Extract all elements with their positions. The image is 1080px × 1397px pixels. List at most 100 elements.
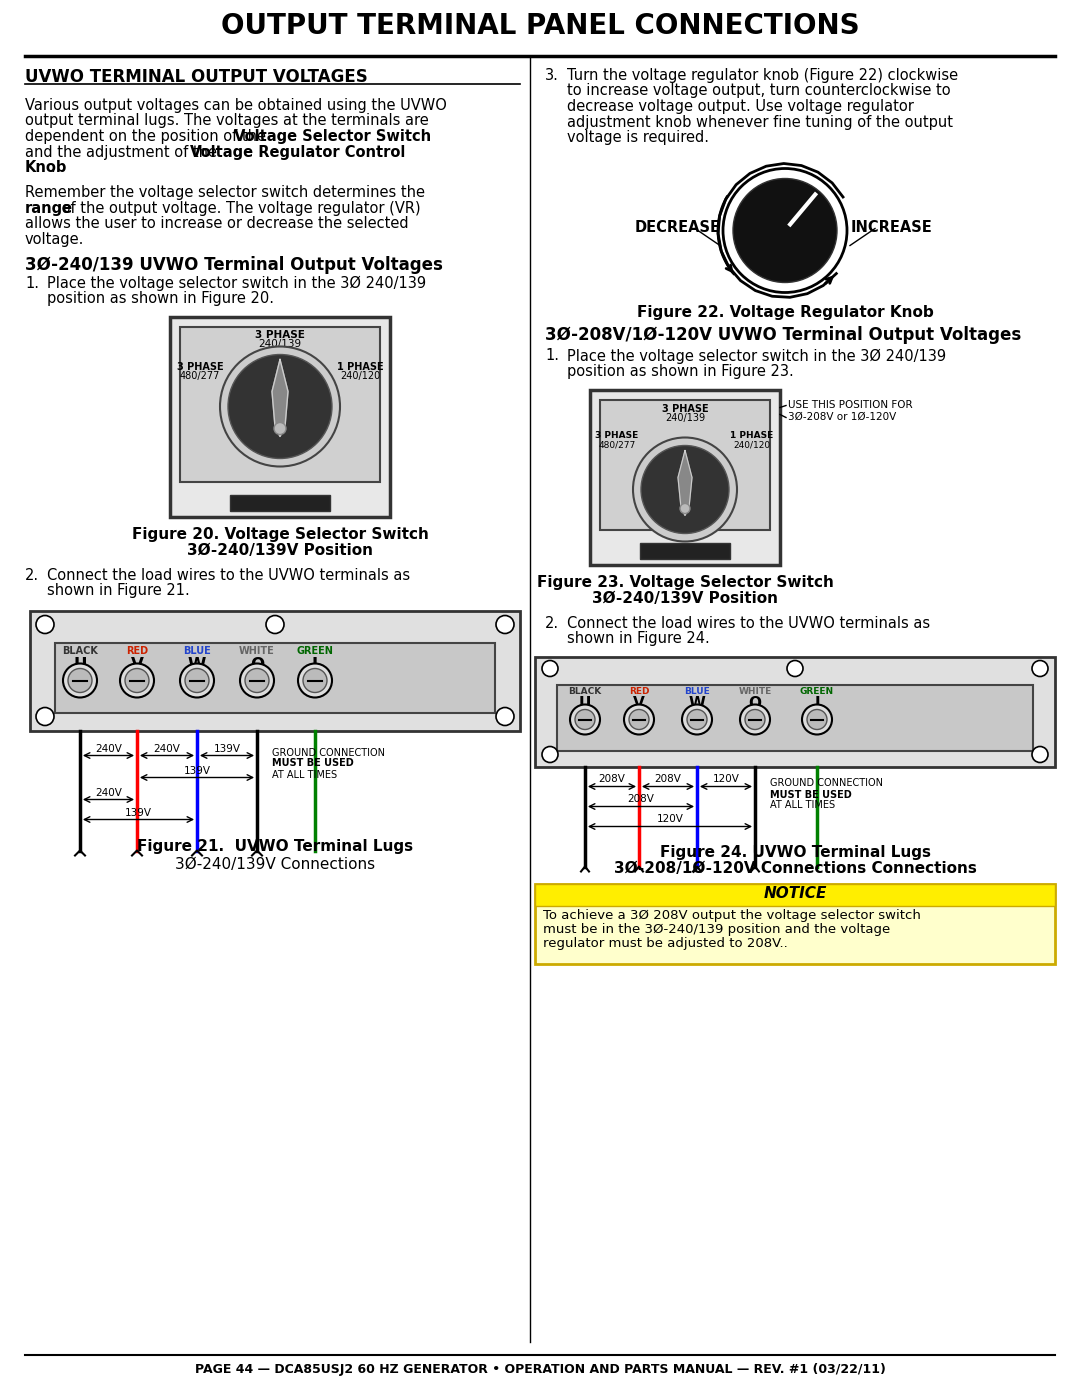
Circle shape: [220, 346, 340, 467]
Circle shape: [745, 710, 765, 729]
Circle shape: [575, 710, 595, 729]
Text: BLACK: BLACK: [62, 645, 98, 655]
Circle shape: [802, 704, 832, 735]
Text: allows the user to increase or decrease the selected: allows the user to increase or decrease …: [25, 217, 408, 232]
Text: dependent on the position of the: dependent on the position of the: [25, 129, 271, 144]
Text: PRESS TO LOCK: PRESS TO LOCK: [243, 496, 316, 506]
Text: 139V: 139V: [125, 807, 152, 817]
Text: To achieve a 3Ø 208V output the voltage selector switch: To achieve a 3Ø 208V output the voltage …: [543, 909, 921, 922]
Text: 1 PHASE: 1 PHASE: [730, 432, 773, 440]
Circle shape: [125, 669, 149, 693]
Text: W: W: [689, 697, 705, 711]
Text: RED: RED: [126, 645, 148, 655]
Text: Place the voltage selector switch in the 3Ø 240/139: Place the voltage selector switch in the…: [48, 275, 427, 291]
Circle shape: [180, 664, 214, 697]
Circle shape: [723, 169, 847, 292]
Text: 1.: 1.: [25, 275, 39, 291]
Text: and the adjustment of the: and the adjustment of the: [25, 144, 221, 159]
Text: Connect the load wires to the UVWO terminals as: Connect the load wires to the UVWO termi…: [48, 567, 410, 583]
Text: Remember the voltage selector switch determines the: Remember the voltage selector switch det…: [25, 186, 426, 201]
Text: WHITE: WHITE: [739, 687, 771, 697]
Circle shape: [266, 616, 284, 633]
Text: PAGE 44 — DCA85USJ2 60 HZ GENERATOR • OPERATION AND PARTS MANUAL — REV. #1 (03/2: PAGE 44 — DCA85USJ2 60 HZ GENERATOR • OP…: [194, 1363, 886, 1376]
Text: 139V: 139V: [184, 766, 211, 775]
Text: USE THIS POSITION FOR: USE THIS POSITION FOR: [788, 400, 913, 409]
Text: I: I: [814, 697, 820, 711]
Circle shape: [1032, 746, 1048, 763]
Text: O: O: [748, 697, 761, 711]
Text: shown in Figure 24.: shown in Figure 24.: [567, 631, 710, 645]
Text: 2.: 2.: [545, 616, 559, 630]
Bar: [180, 327, 380, 482]
Text: AT ALL TIMES: AT ALL TIMES: [770, 800, 835, 810]
Bar: [55, 643, 495, 712]
Text: UVWO TERMINAL OUTPUT VOLTAGES: UVWO TERMINAL OUTPUT VOLTAGES: [25, 68, 368, 87]
Text: 139V: 139V: [214, 743, 241, 753]
Circle shape: [228, 355, 332, 458]
Text: 3Ø-240/139V Connections: 3Ø-240/139V Connections: [175, 856, 375, 872]
Text: Various output voltages can be obtained using the UVWO: Various output voltages can be obtained …: [25, 98, 447, 113]
Text: GREEN: GREEN: [297, 645, 334, 655]
Text: to increase voltage output, turn counterclockwise to: to increase voltage output, turn counter…: [567, 84, 950, 99]
Text: Turn the voltage regulator knob (Figure 22) clockwise: Turn the voltage regulator knob (Figure …: [567, 68, 958, 82]
Text: 3Ø-208V/1Ø-120V UVWO Terminal Output Voltages: 3Ø-208V/1Ø-120V UVWO Terminal Output Vol…: [545, 327, 1022, 345]
Text: 1.: 1.: [545, 348, 559, 363]
Text: decrease voltage output. Use voltage regulator: decrease voltage output. Use voltage reg…: [567, 99, 914, 115]
Text: 3 PHASE: 3 PHASE: [595, 432, 638, 440]
Text: voltage.: voltage.: [25, 232, 84, 247]
Text: Figure 20. Voltage Selector Switch: Figure 20. Voltage Selector Switch: [132, 527, 429, 542]
Text: 240/139: 240/139: [258, 339, 301, 349]
Text: 1 PHASE: 1 PHASE: [337, 362, 383, 372]
Circle shape: [787, 661, 804, 676]
Bar: [640, 542, 730, 559]
Circle shape: [496, 707, 514, 725]
Circle shape: [542, 661, 558, 676]
Circle shape: [298, 664, 332, 697]
Text: 3Ø-208V or 1Ø-120V: 3Ø-208V or 1Ø-120V: [788, 412, 896, 422]
Text: Figure 24. UVWO Terminal Lugs: Figure 24. UVWO Terminal Lugs: [660, 845, 931, 859]
Text: 3Ø-240/139 UVWO Terminal Output Voltages: 3Ø-240/139 UVWO Terminal Output Voltages: [25, 256, 443, 274]
Text: 240/120: 240/120: [340, 370, 380, 380]
Text: Voltage Selector Switch: Voltage Selector Switch: [234, 129, 431, 144]
Text: U: U: [73, 655, 86, 673]
Text: Place the voltage selector switch in the 3Ø 240/139: Place the voltage selector switch in the…: [567, 348, 946, 363]
Text: Figure 23. Voltage Selector Switch: Figure 23. Voltage Selector Switch: [537, 574, 834, 590]
Text: INCREASE: INCREASE: [851, 221, 933, 236]
Text: 2.: 2.: [25, 567, 39, 583]
Circle shape: [807, 710, 827, 729]
Text: of the output voltage. The voltage regulator (VR): of the output voltage. The voltage regul…: [56, 201, 420, 217]
Bar: [535, 883, 1055, 905]
Text: range: range: [25, 201, 73, 217]
Bar: [535, 657, 1055, 767]
Text: 3Ø-240/139V Position: 3Ø-240/139V Position: [592, 591, 778, 606]
Circle shape: [303, 669, 327, 693]
Text: 120V: 120V: [713, 774, 740, 785]
Circle shape: [120, 664, 154, 697]
Text: BLACK: BLACK: [568, 687, 602, 697]
Text: U: U: [579, 697, 591, 711]
Circle shape: [240, 664, 274, 697]
Circle shape: [740, 704, 770, 735]
Text: Knob: Knob: [25, 161, 67, 175]
Text: GREEN: GREEN: [800, 687, 834, 697]
Text: O: O: [249, 655, 265, 673]
Text: I: I: [312, 655, 319, 673]
Text: Figure 21.  UVWO Terminal Lugs: Figure 21. UVWO Terminal Lugs: [137, 840, 413, 855]
Text: regulator must be adjusted to 208V..: regulator must be adjusted to 208V..: [543, 937, 787, 950]
Text: V: V: [131, 655, 144, 673]
Text: 208V: 208V: [627, 795, 654, 805]
Text: BLUE: BLUE: [684, 687, 710, 697]
Circle shape: [687, 710, 707, 729]
Bar: [0, 10, 1080, 59]
Text: W: W: [188, 655, 206, 673]
Text: position as shown in Figure 20.: position as shown in Figure 20.: [48, 291, 274, 306]
Circle shape: [681, 704, 712, 735]
Polygon shape: [272, 359, 288, 436]
Text: 3 PHASE: 3 PHASE: [662, 404, 708, 414]
Text: MUST BE USED: MUST BE USED: [770, 789, 852, 799]
Text: .: .: [51, 161, 55, 175]
Text: shown in Figure 21.: shown in Figure 21.: [48, 583, 190, 598]
Text: voltage is required.: voltage is required.: [567, 130, 708, 145]
Text: DECREASE: DECREASE: [635, 221, 721, 236]
Text: Connect the load wires to the UVWO terminals as: Connect the load wires to the UVWO termi…: [567, 616, 930, 630]
